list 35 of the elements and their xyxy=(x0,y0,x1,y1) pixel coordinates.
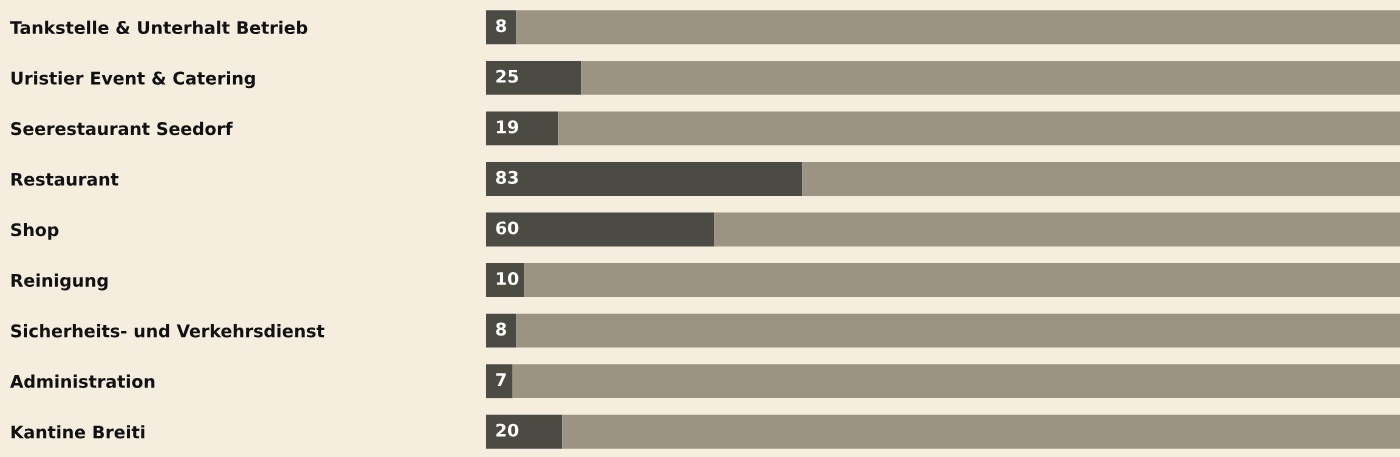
data-label: 60 xyxy=(496,221,519,235)
y-tick-label: Uristier Event & Catering xyxy=(11,71,255,89)
bar xyxy=(512,364,1400,399)
data-label: 8 xyxy=(496,322,507,336)
bar xyxy=(486,313,517,348)
data-label: 25 xyxy=(496,69,518,83)
bar xyxy=(558,111,1400,146)
bar xyxy=(581,60,1400,95)
bar xyxy=(562,414,1400,449)
bar xyxy=(486,10,517,45)
data-label: 20 xyxy=(496,423,519,437)
bar xyxy=(802,162,1400,196)
data-label: 10 xyxy=(496,271,519,286)
y-tick-label: Seerestaurant Seedorf xyxy=(11,121,233,136)
y-tick-label: Kantine Breiti xyxy=(11,425,145,439)
y-tick-label: Sicherheits- und Verkehrsdienst xyxy=(11,324,325,338)
bar xyxy=(486,364,513,399)
data-label: 83 xyxy=(496,170,518,184)
data-label: 7 xyxy=(496,373,506,386)
bar xyxy=(486,60,582,95)
bar xyxy=(486,212,715,247)
data-label: 8 xyxy=(496,19,507,33)
y-tick-label: Administration xyxy=(10,374,155,389)
y-tick-label: Shop xyxy=(11,222,59,240)
y-tick-label: Reinigung xyxy=(11,273,108,291)
bar xyxy=(486,162,803,196)
bar xyxy=(486,414,563,449)
bar xyxy=(516,10,1400,45)
bar xyxy=(524,263,1400,297)
bar xyxy=(486,111,559,146)
bar xyxy=(714,212,1400,247)
y-tick-label: Tankstelle & Unterhalt Betrieb xyxy=(10,20,308,35)
bar xyxy=(516,313,1400,348)
data-label: 19 xyxy=(496,120,519,134)
y-tick-label: Restaurant xyxy=(11,172,119,186)
